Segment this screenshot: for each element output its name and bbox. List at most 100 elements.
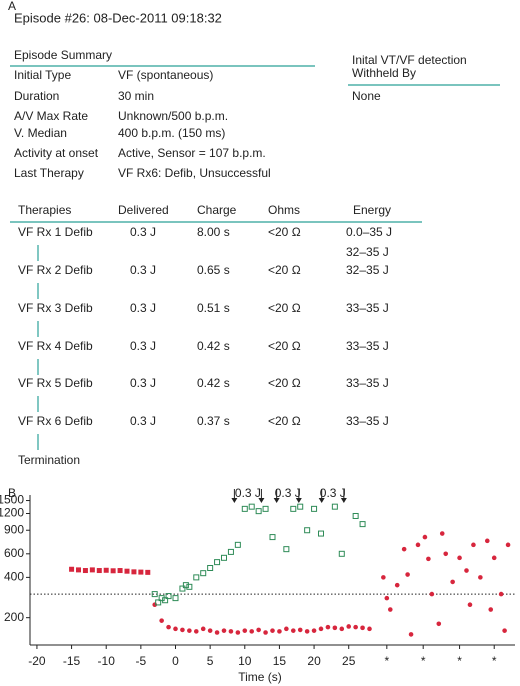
point	[235, 630, 241, 635]
point	[255, 508, 262, 515]
arrow-head	[231, 498, 238, 503]
point	[82, 568, 88, 574]
table-cell: 0.65 s	[197, 263, 230, 277]
point	[332, 625, 338, 631]
x-tick-label: 20	[307, 654, 321, 668]
x-tick-label: -5	[136, 654, 147, 668]
point	[283, 546, 290, 553]
detection-title: Withheld By	[352, 66, 416, 80]
point	[439, 531, 445, 536]
summary-value: 30 min	[118, 89, 154, 103]
point	[311, 628, 317, 633]
table-cell: <20 Ω	[268, 376, 301, 390]
point	[263, 630, 268, 635]
x-tick-label: -20	[28, 654, 46, 668]
point	[436, 621, 442, 627]
x-tick-label: *	[384, 654, 389, 668]
point	[284, 626, 289, 632]
point	[394, 582, 400, 588]
table-cell: 33–35 J	[346, 414, 389, 428]
point	[384, 595, 390, 601]
point	[353, 624, 358, 630]
arrow-head	[273, 498, 280, 503]
x-tick-label: -10	[98, 654, 116, 668]
summary-value: Unknown/500 b.p.m.	[118, 109, 228, 123]
x-tick-label: *	[492, 654, 497, 668]
arrow-head	[258, 498, 265, 503]
table-cell: 33–35 J	[346, 339, 389, 353]
point	[221, 554, 227, 561]
annotation: 0.3 J	[235, 486, 261, 500]
point	[166, 624, 171, 630]
summary-title: Episode Summary	[14, 48, 112, 62]
point	[214, 630, 220, 635]
table-cell: 0.37 s	[197, 414, 230, 428]
table-cell: 0.42 s	[197, 339, 230, 353]
point	[304, 527, 311, 534]
x-tick-label: 25	[342, 654, 356, 668]
summary-label: Duration	[14, 89, 59, 103]
termination: Termination	[18, 453, 80, 467]
point	[270, 628, 275, 633]
point	[103, 567, 109, 573]
point	[69, 566, 75, 572]
table-cell: 0.3 J	[130, 301, 156, 315]
x-tick-label: 10	[238, 654, 252, 668]
point	[484, 538, 490, 544]
x-axis-label: Time (s)	[238, 670, 282, 684]
y-tick-label: 1200	[0, 506, 24, 520]
summary-label: Initial Type	[14, 68, 71, 82]
point	[207, 565, 214, 572]
point	[429, 591, 435, 597]
detection-value: None	[352, 89, 381, 103]
summary-label: V. Median	[14, 126, 67, 140]
table-header: Ohms	[268, 203, 300, 217]
point	[290, 505, 297, 512]
point	[318, 626, 324, 632]
point	[207, 628, 213, 633]
point	[165, 593, 172, 600]
y-tick-label: 200	[4, 610, 24, 624]
point	[242, 628, 248, 633]
table-cell: 0.3 J	[130, 376, 156, 390]
point	[360, 625, 365, 631]
point	[478, 575, 483, 580]
point	[248, 503, 255, 510]
point	[297, 627, 303, 633]
point	[193, 629, 199, 634]
point	[96, 568, 102, 574]
point	[318, 530, 324, 537]
table-header: Therapies	[18, 203, 71, 217]
table-cell: 33–35 J	[346, 376, 389, 390]
table-cell: 0.3 J	[130, 225, 156, 239]
summary-label: Last Therapy	[14, 166, 84, 180]
point	[311, 505, 318, 512]
table-header: Delivered	[118, 203, 169, 217]
point	[505, 542, 511, 548]
point	[331, 503, 338, 510]
point	[182, 582, 189, 589]
x-tick-label: 0	[172, 654, 179, 668]
point	[117, 568, 123, 574]
detection-title: Inital VT/VF detection	[352, 53, 467, 67]
point	[290, 628, 296, 633]
point	[172, 595, 179, 602]
point	[249, 629, 255, 634]
point	[227, 548, 234, 555]
summary-value: 400 b.p.m. (150 ms)	[118, 126, 225, 140]
point	[498, 591, 504, 597]
point	[186, 583, 193, 590]
point	[145, 569, 151, 575]
panel-label: B	[8, 486, 16, 500]
point	[262, 505, 269, 512]
point	[304, 629, 310, 634]
point	[471, 542, 476, 548]
point	[450, 579, 455, 585]
point	[159, 618, 164, 623]
point	[124, 568, 130, 574]
table-cell: VF Rx 4 Defib	[18, 339, 93, 353]
table-cell: <20 Ω	[268, 263, 301, 277]
point	[339, 626, 345, 632]
point	[346, 624, 352, 629]
